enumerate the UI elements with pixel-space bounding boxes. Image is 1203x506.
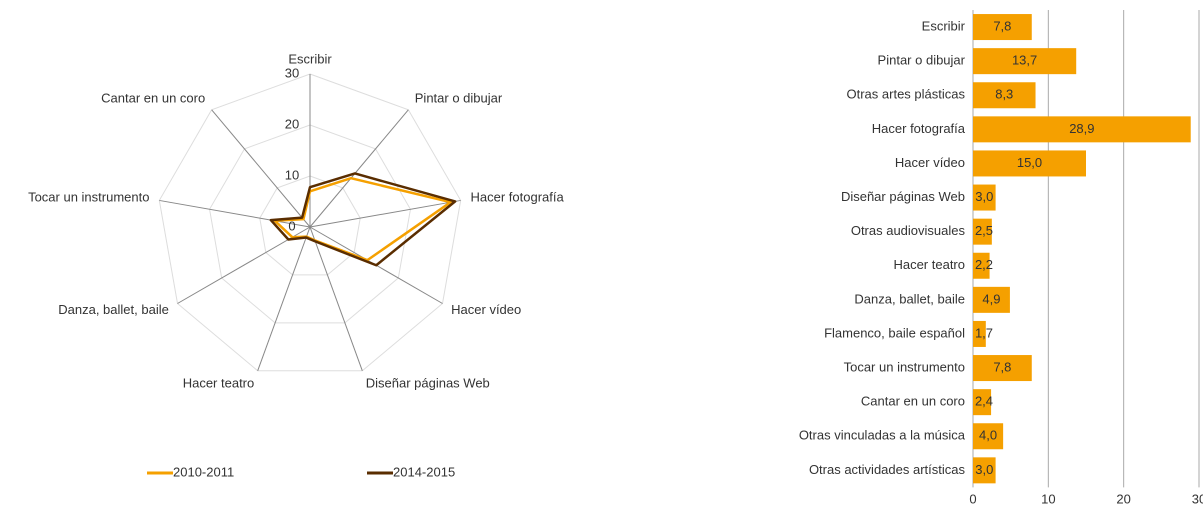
y-tick-label: Otras artes plásticas bbox=[847, 87, 966, 102]
value-label: 4,0 bbox=[979, 428, 997, 443]
value-label: 2,2 bbox=[975, 257, 993, 272]
y-tick-label: Hacer teatro bbox=[893, 257, 965, 272]
axis-label: Hacer fotografía bbox=[471, 189, 565, 204]
grid-ring bbox=[158, 73, 462, 372]
bar bbox=[973, 389, 992, 416]
axis-label: Cantar en un coro bbox=[101, 91, 205, 106]
y-tick-label: Diseñar páginas Web bbox=[841, 189, 965, 204]
value-label: 4,9 bbox=[982, 291, 1000, 306]
series-line bbox=[269, 172, 457, 267]
legend-label: 2014-2015 bbox=[393, 464, 455, 479]
axis-label: Diseñar páginas Web bbox=[366, 375, 490, 390]
y-tick-label: Otras actividades artísticas bbox=[809, 462, 966, 477]
bar bbox=[973, 48, 1077, 75]
x-tick-label: 10 bbox=[1041, 491, 1055, 506]
bar bbox=[973, 252, 990, 279]
value-label: 2,5 bbox=[975, 223, 993, 238]
value-label: 3,0 bbox=[975, 462, 993, 477]
r-tick-label: 0 bbox=[288, 218, 295, 233]
axis-label: Pintar o dibujar bbox=[415, 91, 503, 106]
value-label: 7,8 bbox=[993, 18, 1011, 33]
spoke bbox=[309, 199, 461, 228]
bar bbox=[973, 14, 1032, 41]
y-tick-label: Cantar en un coro bbox=[861, 394, 965, 409]
x-tick-label: 30 bbox=[1192, 491, 1203, 506]
series-line bbox=[273, 176, 452, 262]
axis-label: Escribir bbox=[288, 51, 332, 66]
r-tick-label: 20 bbox=[285, 116, 299, 131]
spoke bbox=[159, 199, 311, 228]
bar bbox=[973, 286, 1010, 313]
y-tick-label: Hacer fotografía bbox=[872, 121, 966, 136]
value-label: 7,8 bbox=[993, 359, 1011, 374]
value-label: 3,0 bbox=[975, 189, 993, 204]
value-label: 28,9 bbox=[1069, 121, 1094, 136]
r-tick-label: 10 bbox=[285, 167, 299, 182]
y-tick-label: Tocar un instrumento bbox=[844, 359, 965, 374]
y-tick-label: Danza, ballet, baile bbox=[854, 291, 965, 306]
y-tick-label: Escribir bbox=[922, 18, 966, 33]
grid-ring bbox=[259, 175, 361, 276]
y-tick-label: Flamenco, baile español bbox=[824, 325, 965, 340]
value-label: 2,4 bbox=[975, 394, 993, 409]
bar bbox=[973, 82, 1036, 109]
value-label: 1,7 bbox=[975, 325, 993, 340]
axis-label: Hacer teatro bbox=[183, 375, 255, 390]
spoke bbox=[257, 226, 311, 371]
spoke bbox=[211, 109, 311, 228]
y-tick-label: Pintar o dibujar bbox=[878, 53, 966, 68]
axis-label: Danza, ballet, baile bbox=[58, 302, 169, 317]
x-tick-label: 20 bbox=[1116, 491, 1130, 506]
value-label: 13,7 bbox=[1012, 53, 1037, 68]
grid-ring bbox=[209, 124, 411, 324]
r-tick-label: 30 bbox=[285, 65, 299, 80]
spoke bbox=[309, 226, 363, 371]
bar bbox=[973, 184, 996, 211]
bar bbox=[973, 457, 996, 484]
bar bbox=[973, 320, 986, 347]
y-tick-label: Otras audiovisuales bbox=[851, 223, 966, 238]
y-tick-label: Hacer vídeo bbox=[895, 155, 965, 170]
x-tick-label: 0 bbox=[969, 491, 976, 506]
legend-label: 2010-2011 bbox=[173, 464, 234, 479]
spoke bbox=[309, 109, 409, 228]
y-tick-label: Otras vinculadas a la música bbox=[799, 428, 966, 443]
value-label: 8,3 bbox=[995, 87, 1013, 102]
axis-label: Tocar un instrumento bbox=[28, 189, 149, 204]
bar bbox=[973, 218, 992, 245]
bar bbox=[973, 116, 1191, 143]
value-label: 15,0 bbox=[1017, 155, 1042, 170]
bar bbox=[973, 150, 1086, 177]
bar bbox=[973, 355, 1032, 382]
bar bbox=[973, 423, 1004, 450]
axis-label: Hacer vídeo bbox=[451, 302, 521, 317]
